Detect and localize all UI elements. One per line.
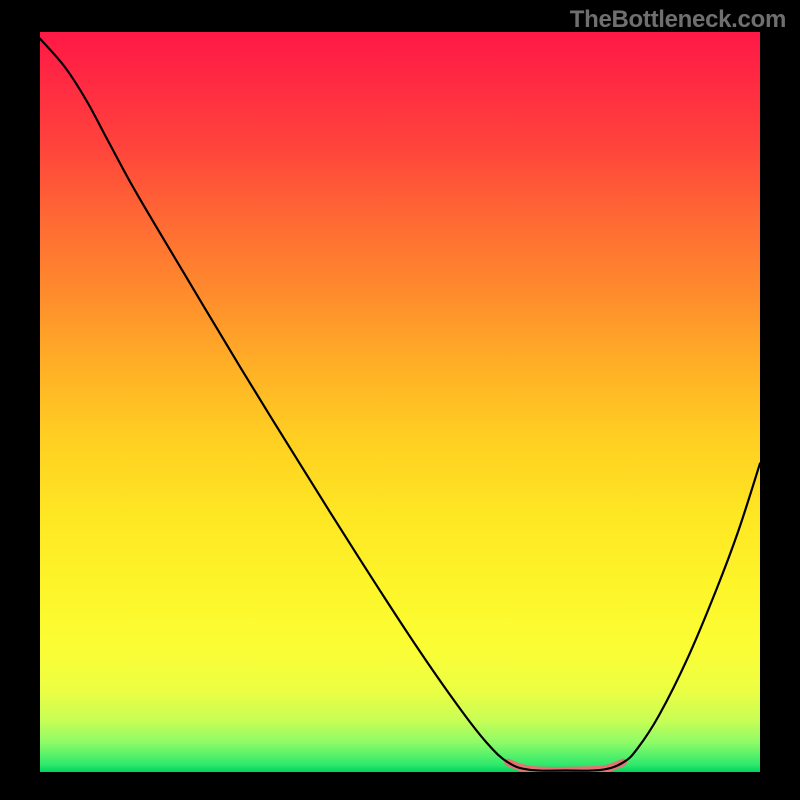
chart-container: TheBottleneck.com	[0, 0, 800, 800]
curve-svg	[40, 32, 760, 772]
watermark-text: TheBottleneck.com	[570, 6, 786, 34]
bottleneck-curve	[40, 39, 760, 771]
plot-area	[40, 32, 760, 772]
